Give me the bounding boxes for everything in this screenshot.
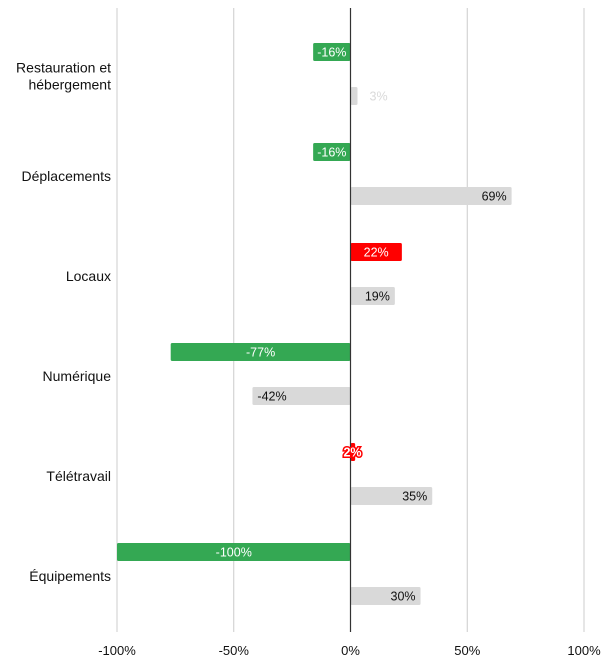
x-axis-tick-labels: -100% -50% 0% 50% 100% [98, 643, 601, 658]
data-label-series2-1: 69% [482, 190, 507, 204]
data-label-series1-4: 2% [343, 446, 361, 460]
bar-series1-4 [350, 443, 356, 461]
data-label-series1-1: -16% [317, 146, 346, 160]
bar-series1-2 [350, 243, 402, 261]
bar-series2-0 [350, 87, 358, 105]
category-label-4: Télétravail [46, 468, 111, 484]
bar-series1-3 [170, 343, 351, 361]
bar-series2-4 [350, 487, 433, 505]
category-label-0: hébergement [28, 77, 111, 93]
data-label-series1-2: 22% [364, 246, 389, 260]
bar-series2-1 [350, 187, 512, 205]
category-label-2: Locaux [66, 268, 111, 284]
x-tick-label: 50% [454, 643, 480, 658]
x-tick-label: -50% [219, 643, 250, 658]
x-tick-label: 0% [341, 643, 360, 658]
data-label-series1-0: -16% [317, 46, 346, 60]
data-label-series2-2: 19% [365, 290, 390, 304]
data-label-series2-3: -42% [257, 390, 286, 404]
bar-series2-3 [252, 387, 351, 405]
category-label-5: Équipements [29, 568, 111, 584]
bar-series1-5 [117, 543, 351, 561]
category-label-3: Numérique [43, 368, 112, 384]
x-tick-label: 100% [567, 643, 601, 658]
bar-series1-0 [313, 43, 351, 61]
data-label-series2-5: 30% [391, 590, 416, 604]
bars [117, 43, 512, 605]
data-labels: -16% 3% -16% 69% 22% 19% -77% -42% 2% 35% -100% 30% [216, 46, 507, 604]
data-label-series2-0: 3% [370, 90, 388, 104]
bar-series1-1 [313, 143, 351, 161]
data-label-series2-4: 35% [402, 490, 427, 504]
data-label-series1-3: -77% [246, 346, 275, 360]
category-label-0: Restauration et [16, 60, 111, 76]
bar-series2-5 [350, 587, 421, 605]
category-label-1: Déplacements [22, 168, 112, 184]
bar-series2-2 [350, 287, 395, 305]
x-tick-label: -100% [98, 643, 136, 658]
data-label-series1-5: -100% [216, 546, 252, 560]
gridlines [116, 8, 585, 632]
